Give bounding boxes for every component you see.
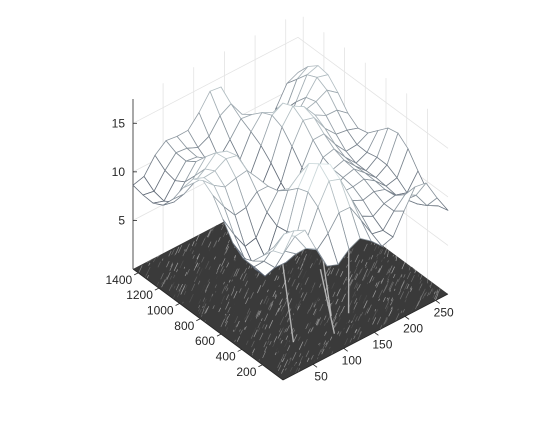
x-tick-label: 200 [403, 321, 423, 335]
x-tick-mark [344, 348, 348, 351]
y-tick-label: 200 [236, 365, 256, 379]
x-tick-mark [374, 332, 378, 335]
x-tick-label: 100 [342, 353, 362, 367]
y-tick-label: 1200 [126, 288, 153, 302]
y-tick-label: 400 [216, 349, 236, 363]
y-tick-mark [176, 303, 180, 305]
y-tick-label: 800 [174, 319, 194, 333]
y-tick-mark [196, 319, 200, 321]
y-tick-mark [134, 273, 138, 275]
floor-streak [399, 258, 400, 265]
y-tick-mark [238, 349, 242, 351]
x-tick-mark [313, 364, 317, 367]
z-tick-label: 5 [118, 213, 125, 227]
x-tick-label: 50 [314, 369, 328, 383]
y-tick-mark [258, 365, 262, 367]
x-tick-mark [405, 316, 409, 319]
y-tick-mark [217, 334, 221, 336]
z-tick-label: 15 [112, 116, 126, 130]
y-tick-mark [155, 288, 159, 290]
y-tick-label: 600 [195, 334, 215, 348]
x-tick-mark [436, 300, 440, 303]
x-tick-label: 250 [434, 305, 454, 319]
y-tick-label: 1000 [147, 304, 174, 318]
z-tick-label: 10 [112, 165, 126, 179]
y-tick-label: 1400 [105, 273, 132, 287]
x-tick-label: 150 [372, 337, 392, 351]
